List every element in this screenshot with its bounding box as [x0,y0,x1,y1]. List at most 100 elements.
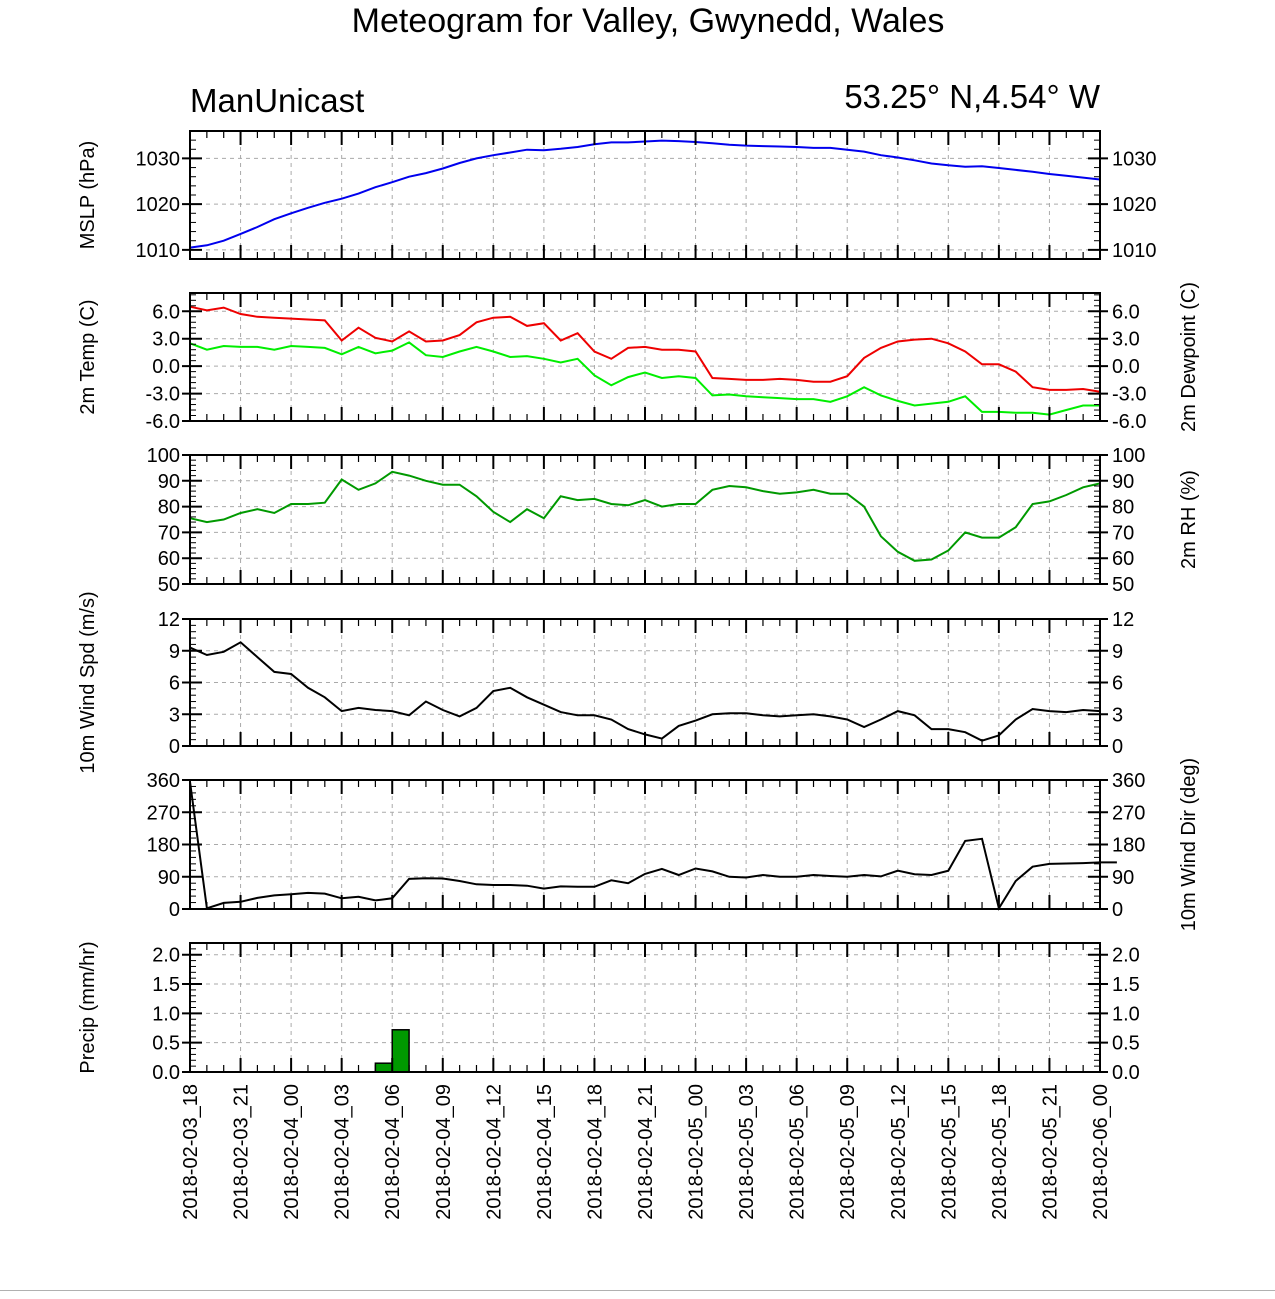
series-line-wind [189,781,1117,911]
x-tick-label: 2018-02-06_00 [1090,1084,1112,1220]
x-tick-label: 2018-02-04_09 [433,1084,455,1220]
y-tick-label-right: 0.0 [1112,1062,1140,1084]
y-tick-label-left: 0.0 [152,1062,180,1084]
x-tick-label: 2018-02-05_06 [787,1084,809,1220]
model-name: ManUnicast [190,82,364,119]
y-tick-label-right: 90 [1112,867,1134,889]
series-line-temp [189,305,1101,393]
panel-5: 0.0 0.0 0.5 0.5 1.0 1.0 1.5 1.5 2.0 2.0 Precip (mm… [77,941,1140,1084]
panel-0: 1010 1010 1020 1020 1030 1030 MSLP (hPa) [77,130,1157,262]
y-tick-label-left: 3.0 [152,329,180,351]
precip-bar-1 [391,1029,410,1073]
y-tick-label-right: 3 [1112,704,1123,726]
y-axis-title-left: 2m Temp (C) [77,299,99,414]
panel-3: 0 0 3 3 6 6 9 9 12 12 10m Wind Spd (m/s) [77,591,1134,773]
y-tick-label-right: 6 [1112,673,1123,695]
x-tick-label: 2018-02-04_12 [483,1084,505,1220]
x-tick-label: 2018-02-05_18 [989,1084,1011,1220]
y-tick-label-right: 1.5 [1112,974,1140,996]
y-tick-label-left: 100 [147,445,180,467]
panel-4: 0 0 90 90 180 180 270 270 360 360 10m Wind Dir (de… [147,758,1200,931]
x-tick-label: 2018-02-05_09 [837,1084,859,1220]
y-tick-label-left: 0 [169,736,180,758]
y-tick-label-left: 90 [158,471,180,493]
y-tick-label-right: 360 [1112,770,1145,792]
y-tick-label-left: 12 [158,609,180,631]
x-tick-label: 2018-02-04_18 [584,1084,606,1220]
x-tick-label: 2018-02-04_06 [382,1084,404,1220]
series-line-dewpoint [189,341,1100,416]
window-bottom-border [0,1290,1275,1291]
x-tick-label: 2018-02-04_15 [534,1084,556,1220]
y-tick-label-left: 180 [147,835,180,857]
y-axis-title-left: MSLP (hPa) [77,141,99,250]
y-tick-label-right: 1.0 [1112,1003,1140,1025]
x-tick-label: 2018-02-05_21 [1039,1084,1061,1220]
y-tick-label-left: 3 [169,704,180,726]
y-tick-label-right: 80 [1112,497,1134,519]
x-tick-label: 2018-02-05_15 [938,1084,960,1220]
y-tick-label-left: 9 [169,641,180,663]
y-tick-label-left: 6.0 [152,301,180,323]
panel-1: -6.0 -6.0 -3.0 -3.0 0.0 0.0 3.0 3.0 6.0 6.0 2m Tem… [77,282,1200,433]
y-tick-label-right: 3.0 [1112,329,1140,351]
x-tick-label: 2018-02-04_03 [332,1084,354,1220]
y-tick-label-right: 1020 [1112,194,1157,216]
y-tick-label-left: 2.0 [152,945,180,967]
y-tick-label-right: 0 [1112,736,1123,758]
y-tick-label-right: 0.0 [1112,356,1140,378]
y-tick-label-right: 12 [1112,609,1134,631]
y-axis-title-left: Precip (mm/hr) [77,941,99,1073]
y-tick-label-left: -6.0 [146,411,180,433]
y-tick-label-right: 1030 [1112,148,1157,170]
location-coordinates: 53.25° N,4.54° W [844,78,1101,115]
y-axis-title-right: 10m Wind Dir (deg) [1178,758,1200,931]
y-tick-label-right: 50 [1112,574,1134,596]
x-tick-label: 2018-02-03_18 [180,1084,202,1220]
y-tick-label-right: 1010 [1112,240,1157,262]
y-tick-label-right: 0.5 [1112,1033,1140,1055]
y-tick-label-left: 1020 [136,194,181,216]
y-tick-label-left: 90 [158,867,180,889]
y-tick-label-left: 80 [158,497,180,519]
series-line-rh [189,470,1101,562]
x-tick-label: 2018-02-05_03 [736,1084,758,1220]
y-tick-label-left: 50 [158,574,180,596]
x-tick-label: 2018-02-05_12 [888,1084,910,1220]
panel-2: 50 50 60 60 70 70 80 80 90 90 100 100 2m RH (%) [147,445,1200,596]
y-tick-label-left: 1.5 [152,974,180,996]
y-tick-label-left: 1.0 [152,1003,180,1025]
x-tick-label: 2018-02-04_00 [281,1084,303,1220]
y-tick-label-left: 360 [147,770,180,792]
y-tick-label-right: 70 [1112,522,1134,544]
y-tick-label-left: -3.0 [146,384,180,406]
y-tick-label-right: 100 [1112,445,1145,467]
y-tick-label-left: 1030 [136,148,181,170]
x-tick-label: 2018-02-05_00 [686,1084,708,1220]
y-tick-label-right: -3.0 [1112,384,1146,406]
y-tick-label-left: 60 [158,548,180,570]
precip-bar-0 [374,1062,393,1073]
chart-title: Meteogram for Valley, Gwynedd, Wales [352,2,945,40]
x-tick-label: 2018-02-03_21 [231,1084,253,1220]
y-tick-label-right: 2.0 [1112,945,1140,967]
y-tick-label-left: 6 [169,673,180,695]
y-axis-title-right: 2m RH (%) [1178,470,1200,569]
y-tick-label-left: 0 [169,899,180,921]
x-tick-label: 2018-02-04_21 [635,1084,657,1220]
y-tick-label-left: 70 [158,522,180,544]
y-tick-label-right: -6.0 [1112,411,1146,433]
y-tick-label-right: 60 [1112,548,1134,570]
y-tick-label-left: 270 [147,802,180,824]
y-tick-label-left: 0.5 [152,1033,180,1055]
y-tick-label-right: 9 [1112,641,1123,663]
y-tick-label-right: 6.0 [1112,301,1140,323]
y-tick-label-left: 1010 [136,240,181,262]
y-axis-title-left: 10m Wind Spd (m/s) [77,591,99,773]
y-tick-label-left: 0.0 [152,356,180,378]
x-axis-tick-labels: 2018-02-03_18 2018-02-03_21 2018-02-04_00 2… [180,1084,1112,1220]
y-tick-label-right: 180 [1112,835,1145,857]
y-tick-label-right: 0 [1112,899,1123,921]
